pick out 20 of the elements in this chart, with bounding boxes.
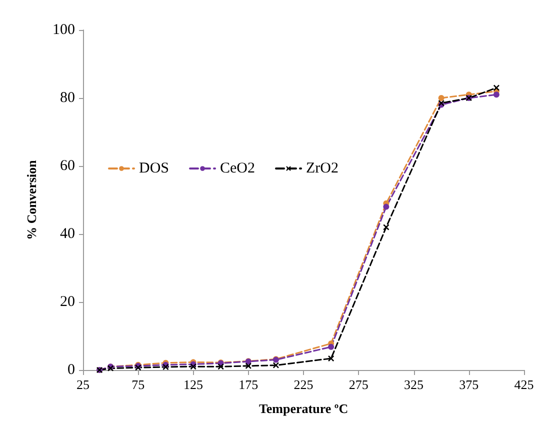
x-tick-label: 75	[132, 377, 145, 392]
legend-label: DOS	[139, 160, 170, 176]
legend-label: CeO2	[220, 160, 256, 176]
x-tick-label: 175	[238, 377, 258, 392]
x-tick-label: 375	[459, 377, 479, 392]
y-tick-label: 60	[60, 158, 75, 174]
x-tick-label: 225	[294, 377, 314, 392]
y-tick-label: 20	[60, 294, 75, 310]
y-tick-label: 100	[52, 22, 75, 38]
y-tick-label: 0	[68, 362, 75, 378]
x-tick-label: 25	[76, 377, 90, 392]
y-tick-label: 80	[60, 90, 75, 106]
x-axis-title: Temperature ºC	[258, 401, 348, 416]
y-axis-title: % Conversion	[24, 159, 39, 240]
x-tick-label: 275	[348, 377, 368, 392]
x-tick-label: 325	[404, 377, 424, 392]
x-tick-label: 125	[184, 377, 203, 392]
x-tick-label: 425	[514, 377, 534, 392]
y-tick-label: 40	[60, 226, 75, 242]
legend-label: ZrO2	[306, 160, 338, 176]
